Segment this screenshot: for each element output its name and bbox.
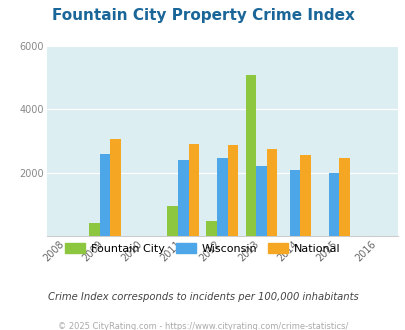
Bar	[110, 140, 121, 236]
Bar	[100, 154, 110, 236]
Bar	[167, 206, 177, 236]
Bar	[217, 158, 227, 236]
Bar	[289, 170, 300, 236]
Legend: Fountain City, Wisconsin, National: Fountain City, Wisconsin, National	[61, 239, 344, 258]
Bar	[300, 155, 310, 236]
Text: Fountain City Property Crime Index: Fountain City Property Crime Index	[51, 8, 354, 23]
Text: © 2025 CityRating.com - https://www.cityrating.com/crime-statistics/: © 2025 CityRating.com - https://www.city…	[58, 322, 347, 330]
Bar	[177, 160, 188, 236]
Bar	[188, 144, 198, 236]
Bar	[89, 223, 100, 236]
Text: Crime Index corresponds to incidents per 100,000 inhabitants: Crime Index corresponds to incidents per…	[47, 292, 358, 302]
Bar	[245, 75, 256, 236]
Bar	[339, 158, 349, 236]
Bar	[328, 173, 339, 236]
Bar	[256, 166, 266, 236]
Bar	[206, 221, 217, 236]
Bar	[227, 145, 237, 236]
Bar	[266, 149, 277, 236]
